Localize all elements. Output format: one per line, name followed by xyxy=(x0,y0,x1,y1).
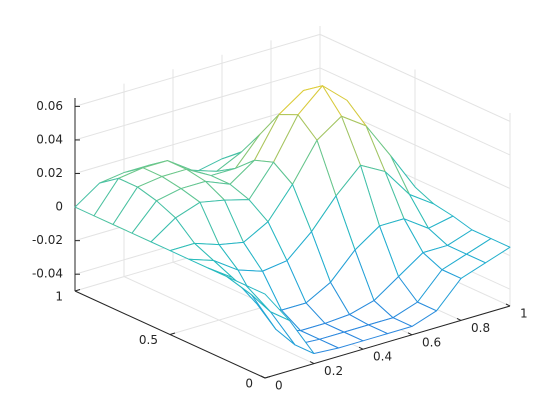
y-tick xyxy=(264,376,271,379)
x-tick xyxy=(456,317,462,321)
z-tick-label: -0.04 xyxy=(32,267,63,281)
x-tick xyxy=(505,303,511,307)
x-axis xyxy=(264,305,511,379)
y-tick xyxy=(74,289,81,292)
y-tick xyxy=(169,332,176,335)
x-tick-label: 0.8 xyxy=(471,321,490,335)
y-tick-label: 1 xyxy=(55,290,63,304)
z-tick-label: 0.06 xyxy=(36,99,63,113)
grid-line xyxy=(74,101,321,175)
x-tick xyxy=(407,332,413,336)
x-tick xyxy=(260,375,266,379)
z-tick-label: 0.04 xyxy=(36,132,63,146)
x-tick-label: 0 xyxy=(275,379,283,393)
x-tick-label: 0.2 xyxy=(324,364,343,378)
y-tick-label: 0 xyxy=(245,377,253,391)
z-tick-label: 0.02 xyxy=(36,166,63,180)
x-tick xyxy=(358,346,364,350)
z-tick-label: -0.02 xyxy=(32,233,63,247)
grid-line xyxy=(74,33,321,107)
mesh-cell xyxy=(245,284,290,321)
z-tick-label: 0 xyxy=(55,200,63,214)
x-tick-label: 1 xyxy=(520,307,528,321)
x-tick-label: 0.4 xyxy=(373,350,392,364)
y-tick-label: 0.5 xyxy=(139,333,158,347)
x-tick-label: 0.6 xyxy=(422,335,441,349)
grid-line xyxy=(74,67,321,141)
x-tick xyxy=(309,361,315,365)
